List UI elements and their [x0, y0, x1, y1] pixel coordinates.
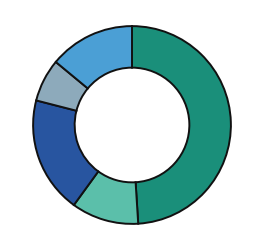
Wedge shape [132, 26, 231, 224]
Wedge shape [36, 62, 88, 111]
Wedge shape [74, 172, 138, 224]
Wedge shape [56, 26, 132, 88]
Wedge shape [33, 100, 98, 205]
